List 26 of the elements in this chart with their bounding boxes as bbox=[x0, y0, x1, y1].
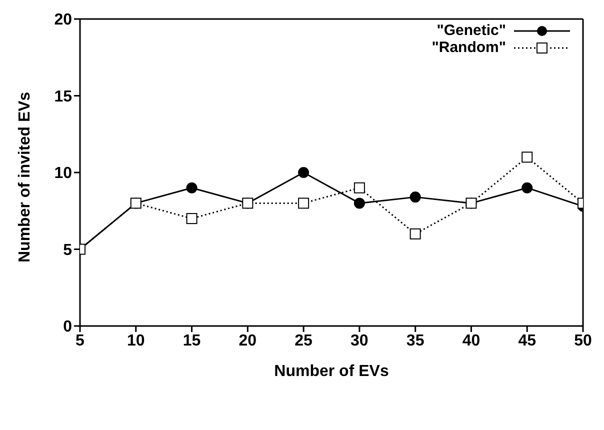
y-axis-title: Number of invited EVs bbox=[16, 92, 34, 262]
y-tick-label: 0 bbox=[63, 318, 72, 336]
point bbox=[410, 228, 421, 240]
point bbox=[522, 152, 533, 163]
legend-label: "Random" bbox=[432, 39, 506, 56]
y-tick-label: 20 bbox=[54, 12, 72, 29]
point bbox=[410, 192, 421, 203]
x-tick-label: 50 bbox=[574, 332, 592, 350]
point bbox=[298, 167, 310, 178]
x-tick-label: 15 bbox=[182, 332, 201, 350]
point bbox=[186, 182, 198, 194]
y-tick-label: 10 bbox=[54, 165, 72, 182]
y-tick-label: 5 bbox=[63, 242, 72, 259]
point bbox=[522, 182, 533, 194]
x-tick-label: 40 bbox=[462, 332, 480, 350]
x-tick-label: 20 bbox=[238, 332, 257, 350]
legend-label: "Genetic" bbox=[436, 22, 506, 39]
x-tick-label: 45 bbox=[518, 332, 536, 350]
y-tick-label: 15 bbox=[54, 88, 72, 106]
x-axis-title: Number of EVs bbox=[274, 363, 389, 380]
point bbox=[354, 198, 365, 209]
x-tick-label: 35 bbox=[406, 332, 424, 350]
x-tick-label: 5 bbox=[76, 332, 85, 350]
x-tick-label: 25 bbox=[294, 332, 313, 350]
x-tick-label: 10 bbox=[126, 332, 145, 350]
x-tick-label: 30 bbox=[350, 332, 368, 350]
